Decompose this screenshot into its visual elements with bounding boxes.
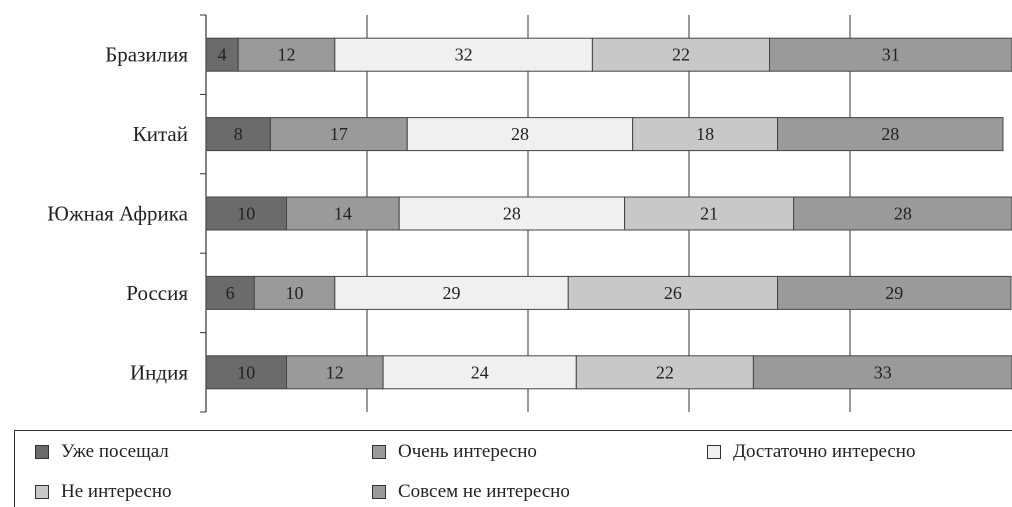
data-label: 28 xyxy=(881,124,899,144)
bar-segment xyxy=(382,355,577,390)
bar-segment xyxy=(398,196,626,231)
bar-segment xyxy=(205,275,255,310)
data-label: 10 xyxy=(237,362,255,382)
data-label: 18 xyxy=(696,124,714,144)
legend-label: Совсем не интересно xyxy=(398,481,570,502)
data-label: 6 xyxy=(226,283,235,303)
category-label: Россия xyxy=(126,281,188,305)
legend-swatch xyxy=(372,485,386,499)
legend: Уже посещал Очень интересно Достаточно инт… xyxy=(14,430,1012,507)
legend-swatch xyxy=(372,445,386,459)
data-label: 17 xyxy=(330,124,348,144)
category-label: Индия xyxy=(130,360,188,384)
bar-segment xyxy=(286,355,384,390)
bar-segment xyxy=(624,196,795,231)
bar-segment xyxy=(286,196,400,231)
legend-label: Очень интересно xyxy=(398,441,537,462)
legend-item: Уже посещал xyxy=(35,441,169,463)
bar-segment xyxy=(237,37,336,72)
legend-label: Достаточно интересно xyxy=(733,441,916,462)
legend-item: Не интересно xyxy=(35,481,171,503)
category-label: Южная Африка xyxy=(47,202,188,226)
data-label: 8 xyxy=(234,124,243,144)
bar-segment xyxy=(591,37,771,72)
data-label: 28 xyxy=(894,204,912,224)
bar-segment xyxy=(752,355,1012,390)
data-label: 29 xyxy=(885,283,903,303)
data-label: 28 xyxy=(511,124,529,144)
data-label: 24 xyxy=(471,362,489,382)
data-label: 10 xyxy=(286,283,304,303)
data-label: 31 xyxy=(882,45,900,65)
data-label: 12 xyxy=(278,45,296,65)
category-label: Бразилия xyxy=(105,43,188,67)
data-label: 21 xyxy=(700,204,718,224)
data-label: 12 xyxy=(326,362,344,382)
legend-label: Уже посещал xyxy=(61,441,169,462)
legend-item: Достаточно интересно xyxy=(707,441,915,463)
legend-swatch xyxy=(35,445,49,459)
data-label: 10 xyxy=(237,204,255,224)
bar-segment xyxy=(205,117,271,152)
legend-label: Не интересно xyxy=(61,481,172,502)
data-label: 29 xyxy=(443,283,461,303)
bar-segment xyxy=(769,37,1012,72)
legend-swatch xyxy=(707,445,721,459)
category-label: Китай xyxy=(133,122,188,146)
legend-item: Очень интересно xyxy=(372,441,537,463)
legend-swatch xyxy=(35,485,49,499)
data-label: 26 xyxy=(664,283,682,303)
bar-segment xyxy=(793,196,1012,231)
data-label: 22 xyxy=(656,362,674,382)
data-label: 33 xyxy=(874,362,892,382)
chart-area: Бразилия 4 12 32 22 31 Китай 8 17 28 18 28 Южная Афр… xyxy=(47,14,1012,413)
bar-segment xyxy=(205,37,239,72)
data-label: 14 xyxy=(334,204,352,224)
bar-segment xyxy=(777,275,1012,310)
data-label: 28 xyxy=(503,204,521,224)
data-label: 22 xyxy=(672,45,690,65)
bar-segment xyxy=(253,275,336,310)
bar-segment xyxy=(406,117,634,152)
legend-item: Совсем не интересно xyxy=(372,481,570,503)
bar-segment xyxy=(632,117,779,152)
data-label: 32 xyxy=(455,45,473,65)
bar-segment xyxy=(269,117,408,152)
data-label: 4 xyxy=(218,45,227,65)
bar-segment xyxy=(777,117,1004,152)
